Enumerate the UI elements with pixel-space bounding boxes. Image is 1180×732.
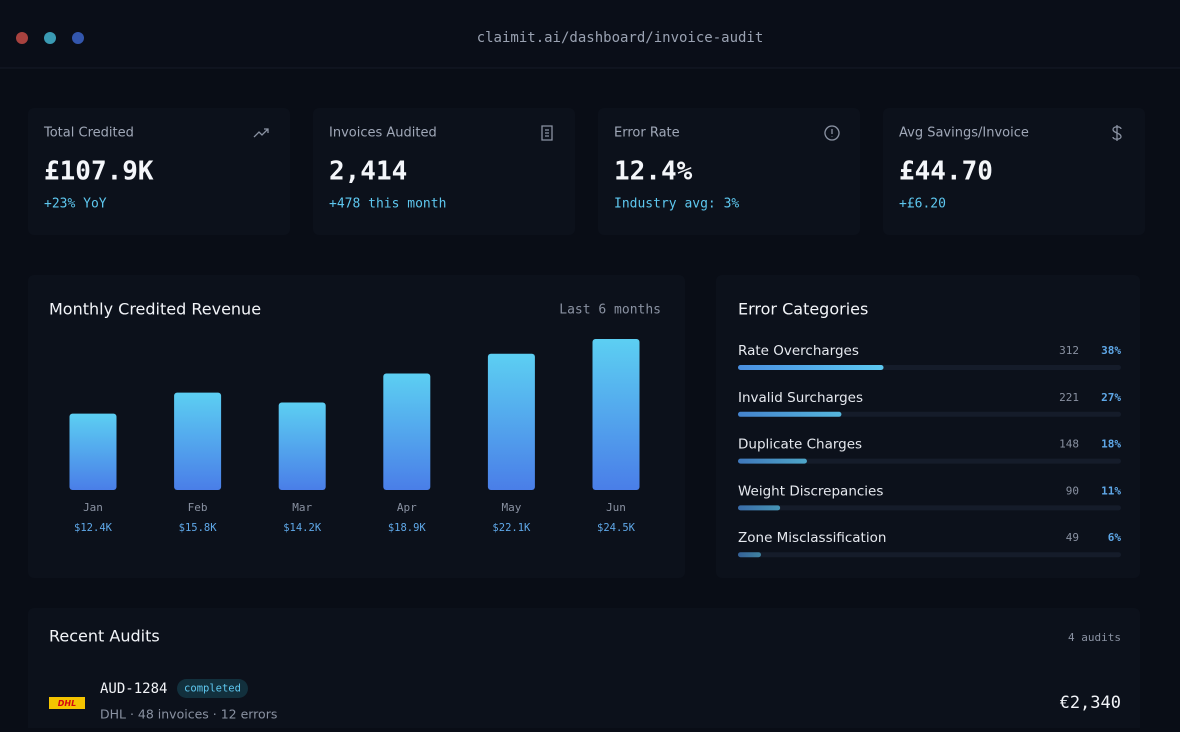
value-label: 11% (1101, 484, 1121, 497)
bar (738, 505, 781, 511)
count-label: 49 (1066, 531, 1079, 544)
kpi-card (598, 108, 860, 235)
carrier-logo (49, 697, 85, 709)
bar (738, 365, 884, 370)
category-label: Rate Overcharges (738, 343, 859, 359)
kpi-label: Invoices Audited (329, 126, 437, 141)
bar (738, 552, 761, 558)
value-label: 6% (1108, 531, 1122, 544)
bar (738, 411, 842, 417)
kpi-card (28, 108, 290, 235)
kpi-icon (541, 125, 553, 141)
kpi-label: Total Credited (43, 126, 134, 141)
bar (278, 402, 326, 490)
bar (383, 373, 431, 490)
category-label: Invalid Surcharges (738, 390, 863, 406)
chart-title: Monthly Credited Revenue (49, 300, 261, 319)
bar (592, 339, 640, 490)
kpi-value: £44.70 (899, 157, 993, 187)
count-label: 312 (1059, 344, 1079, 357)
carrier-logo-text: DHL (58, 699, 76, 708)
value-label: 38% (1101, 344, 1121, 357)
audit-id[interactable]: AUD-1284 (100, 681, 167, 697)
bar-track (738, 458, 1121, 464)
kpi-delta: +478 this month (329, 197, 446, 212)
kpi-icon (824, 125, 840, 141)
value-label: $18.9K (388, 522, 427, 534)
kpi-delta: Industry avg: 3% (614, 197, 739, 212)
kpi-icon (1112, 125, 1122, 141)
kpi-icon (253, 128, 269, 138)
kpi-value: 12.4% (614, 157, 693, 187)
window-maximize[interactable] (72, 32, 84, 44)
url: claimit.ai/dashboard/invoice-audit (477, 30, 764, 46)
kpi-delta: +23% YoY (44, 197, 107, 212)
audit-amount: €2,340 (1060, 693, 1121, 713)
title-bar (0, 0, 1180, 68)
status-text: completed (184, 683, 241, 695)
x-tick-label: May (501, 501, 521, 514)
x-tick-label: Jan (83, 501, 103, 514)
x-tick-label: Feb (188, 501, 208, 514)
audit-detail: DHL · 48 invoices · 12 errors (100, 707, 277, 722)
kpi-label: Avg Savings/Invoice (899, 126, 1029, 141)
value-label: $12.4K (74, 522, 113, 534)
value-label: 27% (1101, 391, 1121, 404)
value-label: 18% (1101, 438, 1121, 451)
bar-track (738, 552, 1121, 558)
chart-subtitle: Last 6 months (559, 303, 661, 318)
value-label: $22.1K (492, 522, 531, 534)
bar (738, 458, 807, 464)
kpi-label: Error Rate (614, 126, 680, 141)
errors-panel (716, 275, 1140, 578)
count-label: 148 (1059, 438, 1079, 451)
category-label: Duplicate Charges (738, 437, 862, 453)
bar (69, 413, 117, 490)
category-label: Zone Misclassification (738, 530, 886, 546)
value-label: $24.5K (597, 522, 636, 534)
x-tick-label: Mar (292, 501, 312, 514)
chart-title: Error Categories (738, 300, 868, 319)
x-tick-label: Apr (397, 501, 417, 514)
count-label: 221 (1059, 391, 1079, 404)
bar-track (738, 505, 1121, 511)
bar (174, 392, 222, 490)
kpi-card (883, 108, 1145, 235)
kpi-value: £107.9K (44, 157, 154, 187)
kpi-value: 2,414 (329, 157, 407, 187)
value-label: $15.8K (179, 522, 218, 534)
bar (487, 353, 535, 490)
value-label: $14.2K (283, 522, 322, 534)
x-tick-label: Jun (606, 501, 626, 514)
category-label: Weight Discrepancies (738, 483, 883, 499)
window-close[interactable] (16, 32, 28, 44)
window-minimize[interactable] (44, 32, 56, 44)
count-label: 90 (1066, 484, 1079, 497)
kpi-card (313, 108, 575, 235)
status-badge (177, 679, 248, 698)
audit-count: 4 audits (1068, 631, 1121, 644)
kpi-delta: +£6.20 (899, 197, 946, 212)
section-title: Recent Audits (49, 627, 160, 646)
revenue-panel (28, 275, 685, 578)
recent-panel (28, 608, 1140, 732)
